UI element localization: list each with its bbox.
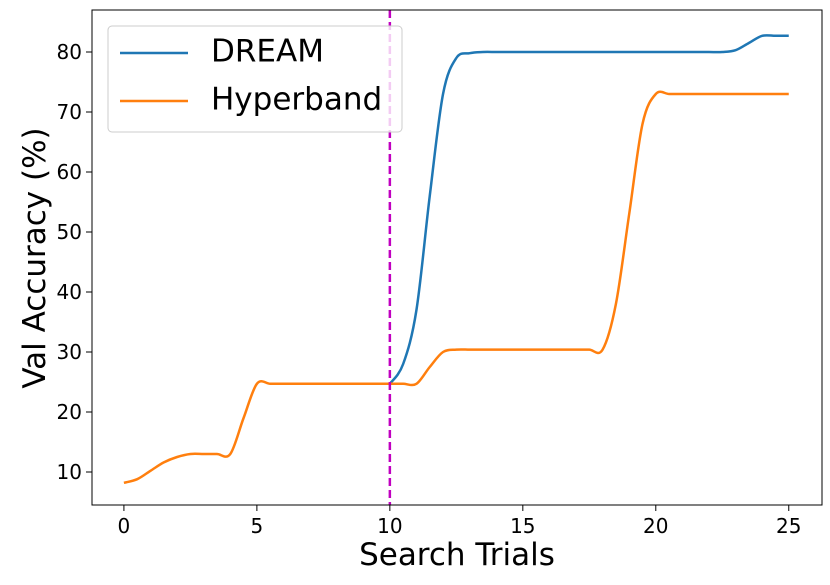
x-tick-label: 20 [643,514,668,538]
y-tick-label: 70 [57,100,82,124]
x-tick-label: 5 [251,514,264,538]
y-tick-label: 30 [57,340,82,364]
x-tick-label: 15 [510,514,535,538]
y-tick-label: 10 [57,460,82,484]
x-tick-label: 25 [776,514,801,538]
plot-frame [91,9,823,506]
legend-label: DREAM [211,34,324,70]
x-tick-label: 10 [377,514,402,538]
legend-label: Hyperband [211,82,382,118]
line [123,90,789,485]
line [388,34,789,385]
y-axis-label: Val Accuracy (%) [17,127,53,388]
x-axis-label: Search Trials [359,537,555,573]
y-tick-label: 50 [57,220,82,244]
y-tick-label: 60 [57,160,82,184]
y-tick-label: 80 [57,40,82,64]
y-tick-label: 20 [57,400,82,424]
y-tick-label: 40 [57,280,82,304]
x-tick-label: 0 [118,514,131,538]
